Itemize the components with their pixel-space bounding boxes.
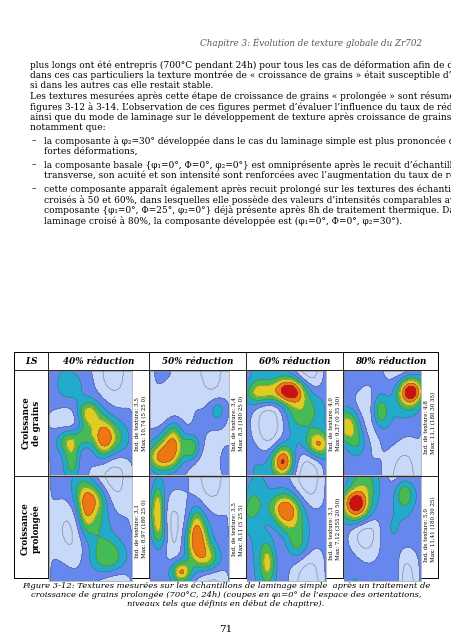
Text: 50% réduction: 50% réduction [161,356,233,365]
Text: –: – [32,184,37,193]
Text: Ind. de texture: 3,1
Max: 7,12 (355 20 50): Ind. de texture: 3,1 Max: 7,12 (355 20 5… [328,498,340,560]
Bar [14,352,437,578]
Text: composante {φ₁=0°, Φ=25°, φ₂=0°} déjà présente après 8h de traitement thermique.: composante {φ₁=0°, Φ=25°, φ₂=0°} déjà pr… [44,205,451,215]
Text: la composante basale {φ₁=0°, Φ=0°, φ₂=0°} est omniprésente après le recuit d’éch: la composante basale {φ₁=0°, Φ=0°, φ₂=0°… [44,161,451,170]
Text: plus longs ont été entrepris (700°C pendant 24h) pour tous les cas de déformatio: plus longs ont été entrepris (700°C pend… [30,60,451,70]
Text: croissance de grains prolongée (700°C, 24h) (coupes en φ₁=0° de l’espace des ori: croissance de grains prolongée (700°C, 2… [31,591,420,599]
Text: dans ces cas particuliers la texture montrée de « croissance de grains » était s: dans ces cas particuliers la texture mon… [30,70,451,80]
Text: 40% réduction: 40% réduction [63,356,134,365]
Text: Figure 3-12: Textures mesurées sur les échantillons de laminage simple  après un: Figure 3-12: Textures mesurées sur les é… [22,582,429,590]
Text: Croissance
prolongée: Croissance prolongée [21,502,41,556]
Text: transverse, son acuité et son intensité sont renforcées avec l’augmentation du t: transverse, son acuité et son intensité … [44,171,451,180]
Text: cette composante apparaît également après recuit prolongé sur les textures des é: cette composante apparaît également aprè… [44,184,451,194]
Text: Ind. de texture: 3,5
Max: 8,11 (5 25 5): Ind. de texture: 3,5 Max: 8,11 (5 25 5) [231,502,244,556]
Text: Ind. de texture: 3,1
Max: 8,97 (180 25 0): Ind. de texture: 3,1 Max: 8,97 (180 25 0… [135,500,147,558]
Text: LS: LS [25,356,37,365]
Text: Ind. de texture: 5,0
Max: 11,41 (180 30 25): Ind. de texture: 5,0 Max: 11,41 (180 30 … [423,496,435,562]
Text: Ind. de texture: 3,5
Max: 10,74 (5 25 0): Ind. de texture: 3,5 Max: 10,74 (5 25 0) [135,396,147,451]
Text: 71: 71 [219,625,232,634]
Bar [14,352,437,370]
Text: niveaux tels que définis en début de chapitre).: niveaux tels que définis en début de cha… [127,600,324,608]
Text: Croissance
de grains: Croissance de grains [21,397,41,449]
Text: –: – [32,136,37,145]
Text: Ind. de texture: 4,8
Max: 11,1 (180 30 35): Ind. de texture: 4,8 Max: 11,1 (180 30 3… [423,392,435,454]
Text: Ind. de texture: 3,4
Max: 8,3 (180 25 0): Ind. de texture: 3,4 Max: 8,3 (180 25 0) [231,396,244,451]
Text: notamment que:: notamment que: [30,123,106,132]
Text: figures 3-12 à 3-14. L’observation de ces figures permet d’évaluer l’influence d: figures 3-12 à 3-14. L’observation de ce… [30,102,451,112]
Text: –: – [32,161,37,170]
Text: croisés à 50 et 60%, dans lesquelles elle possède des valeurs d’intensités compa: croisés à 50 et 60%, dans lesquelles ell… [44,195,451,205]
Text: 60% réduction: 60% réduction [258,356,330,365]
Text: fortes déformations,: fortes déformations, [44,147,137,156]
Text: ainsi que du mode de laminage sur le développement de texture après croissance d: ainsi que du mode de laminage sur le dév… [30,113,451,122]
Text: Chapitre 3: Évolution de texture globale du Zr702: Chapitre 3: Évolution de texture globale… [199,38,421,49]
Text: Ind. de texture: 4,0
Max: 9,37 (0 35 30): Ind. de texture: 4,0 Max: 9,37 (0 35 30) [328,396,340,451]
Text: la composante à φ₂=30° développée dans le cas du laminage simple est plus pronon: la composante à φ₂=30° développée dans l… [44,136,451,147]
Text: laminage croisé à 80%, la composante développée est (φ₁=0°, Φ=0°, φ₂=30°).: laminage croisé à 80%, la composante dév… [44,216,401,226]
Text: Les textures mesurées après cette étape de croissance de grains « prolongée » so: Les textures mesurées après cette étape … [30,92,451,101]
Text: 80% réduction: 80% réduction [354,356,425,365]
Text: si dans les autres cas elle restait stable.: si dans les autres cas elle restait stab… [30,81,213,90]
